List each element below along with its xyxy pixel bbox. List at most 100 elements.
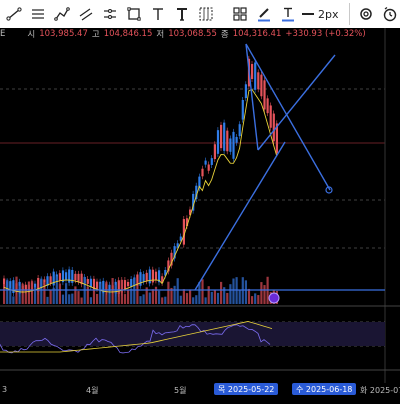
volume-bar xyxy=(155,287,157,304)
line-width-icon[interactable] xyxy=(300,2,316,26)
volume-bar xyxy=(74,286,76,304)
time-axis-may-label: 5월 xyxy=(174,385,186,396)
price-chart-area[interactable] xyxy=(0,28,400,400)
trend-line-icon[interactable] xyxy=(2,2,26,26)
candle-body xyxy=(217,130,219,154)
open-label: 시 xyxy=(27,28,35,40)
volume-bar xyxy=(164,297,166,304)
high-value: 104,846.15 xyxy=(104,29,153,39)
chart-canvas[interactable] xyxy=(0,28,400,400)
volume-bar xyxy=(217,293,219,304)
volume-bar xyxy=(12,296,14,304)
grid-icon[interactable] xyxy=(194,2,218,26)
volume-bar xyxy=(31,281,33,304)
volume-bar xyxy=(232,278,234,304)
line-width-label[interactable]: 2px xyxy=(318,8,339,21)
settings-icon[interactable] xyxy=(354,2,378,26)
candle-body xyxy=(254,62,256,89)
volume-bar xyxy=(167,282,169,304)
pen-color-icon[interactable] xyxy=(252,2,276,26)
date-marker-end[interactable]: 수 2025-06-18 xyxy=(292,383,356,395)
candle-body xyxy=(50,276,52,283)
candle-body xyxy=(149,269,151,283)
high-label: 고 xyxy=(92,28,100,40)
candle-body xyxy=(270,105,272,127)
horizontal-lines-icon[interactable] xyxy=(26,2,50,26)
candle-body xyxy=(68,269,70,282)
candle-body xyxy=(232,132,234,159)
alert-clock-icon[interactable] xyxy=(378,2,400,26)
candle-body xyxy=(53,272,55,286)
change-value: +330.93 (+0.32%) xyxy=(285,29,365,39)
volume-bar xyxy=(71,294,73,304)
candle-body xyxy=(208,165,210,171)
volume-bar xyxy=(28,281,30,304)
time-axis-left-label: 3 xyxy=(2,385,7,394)
close-label: 종 xyxy=(221,28,229,40)
candle-body xyxy=(65,272,67,280)
candle-body xyxy=(220,125,222,148)
open-value: 103,985.47 xyxy=(39,29,88,39)
volume-bar xyxy=(263,285,265,304)
candle-body xyxy=(201,169,203,177)
text-bold-icon[interactable] xyxy=(170,2,194,26)
volume-bar xyxy=(133,278,135,304)
candle-body xyxy=(229,138,231,151)
candle-body xyxy=(239,124,241,136)
volume-bar xyxy=(121,280,123,304)
text-icon[interactable] xyxy=(146,2,170,26)
price-range-icon[interactable] xyxy=(98,2,122,26)
volume-bar xyxy=(43,282,45,304)
volume-bar xyxy=(87,287,89,304)
volume-bar xyxy=(192,297,194,304)
drawing-toolbar: 2px xyxy=(0,0,400,28)
volume-bar xyxy=(96,294,98,304)
date-marker-start[interactable]: 목 2025-05-22 xyxy=(214,383,278,395)
candle-body xyxy=(257,72,259,89)
volume-bar xyxy=(257,295,259,304)
volume-bar xyxy=(93,289,95,304)
volume-bar xyxy=(102,293,104,304)
symbol-edge-label: E xyxy=(0,29,5,39)
volume-bar xyxy=(143,294,145,304)
candle-body xyxy=(236,137,238,143)
volume-bar xyxy=(174,286,176,304)
volume-bar xyxy=(214,290,216,304)
volume-bar xyxy=(161,297,163,304)
candle-body xyxy=(211,158,213,165)
volume-bar xyxy=(46,297,48,304)
candle-body xyxy=(130,279,132,287)
candle-body xyxy=(143,274,145,282)
candle-body xyxy=(260,75,262,97)
volume-bar xyxy=(254,293,256,304)
rectangle-icon[interactable] xyxy=(122,2,146,26)
candle-body xyxy=(267,98,269,113)
volume-bar xyxy=(59,284,61,304)
volume-bar xyxy=(105,282,107,304)
close-value: 104,316.41 xyxy=(233,29,282,39)
text-color-icon[interactable] xyxy=(276,2,300,26)
volume-bar xyxy=(189,289,191,304)
shapes-icon[interactable] xyxy=(228,2,252,26)
candle-body xyxy=(96,282,98,289)
volume-bar xyxy=(22,284,24,304)
candle-body xyxy=(273,114,275,142)
candle-body xyxy=(223,123,225,151)
candle-body xyxy=(226,131,228,152)
volume-bar xyxy=(245,280,247,304)
candle-body xyxy=(263,80,265,109)
time-axis-april-label: 4월 xyxy=(86,385,98,396)
volume-bar xyxy=(186,293,188,304)
candle-body xyxy=(74,274,76,280)
volume-bar xyxy=(152,289,154,304)
volume-bar xyxy=(108,291,110,304)
volume-bar xyxy=(77,291,79,304)
candle-body xyxy=(146,273,148,281)
candle-body xyxy=(242,100,244,120)
path-icon[interactable] xyxy=(50,2,74,26)
volume-bar xyxy=(201,279,203,304)
parallel-channel-icon[interactable] xyxy=(74,2,98,26)
candle-body xyxy=(127,282,129,286)
volume-bar xyxy=(50,290,52,304)
volume-bar xyxy=(62,295,64,304)
